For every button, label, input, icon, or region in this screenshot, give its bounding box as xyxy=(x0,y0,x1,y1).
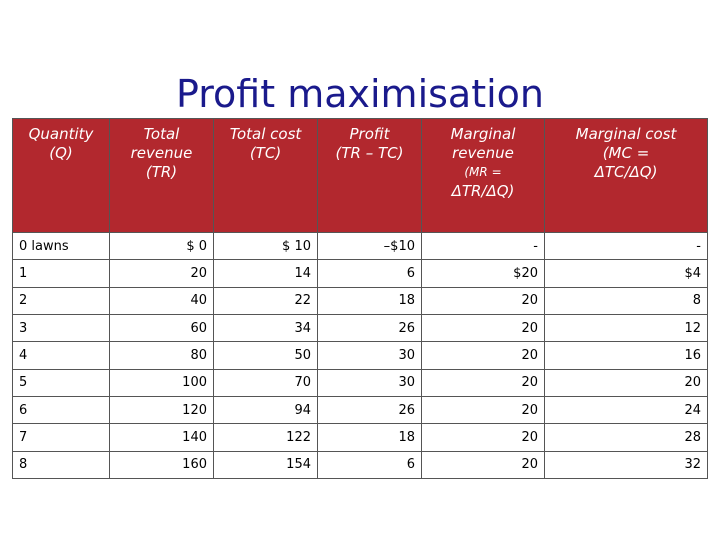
cell-total-cost: 122 xyxy=(213,423,318,452)
cell-marginal-cost: 12 xyxy=(544,313,708,343)
cell-total-cost: 34 xyxy=(213,313,318,343)
cell-marginal-cost: 24 xyxy=(544,395,708,425)
cell-total-cost: 50 xyxy=(213,341,318,370)
cell-total-revenue: 140 xyxy=(109,423,214,452)
cell-marginal-revenue: 20 xyxy=(421,368,545,397)
cell-total-revenue: 40 xyxy=(109,286,214,315)
cell-quantity: 1 xyxy=(12,259,110,288)
table-row: 1 20 14 6 $20 $4 xyxy=(12,259,708,288)
header-line: Quantity xyxy=(28,125,94,143)
table-row: 6 120 94 26 20 24 xyxy=(12,395,708,425)
header-line: Profit xyxy=(349,125,390,143)
cell-profit: 6 xyxy=(317,259,422,288)
header-line: (MC = xyxy=(602,144,650,162)
header-line: (TR) xyxy=(145,163,178,181)
cell-marginal-cost: $4 xyxy=(544,259,708,288)
cell-marginal-revenue: 20 xyxy=(421,450,545,480)
table-header: Quantity (Q) Total revenue (TR) Total co… xyxy=(12,118,708,233)
cell-total-cost: 70 xyxy=(213,368,318,397)
cell-quantity: 2 xyxy=(12,286,110,315)
cell-marginal-cost: 20 xyxy=(544,368,708,397)
cell-marginal-revenue: $20 xyxy=(421,259,545,288)
cell-profit: –$10 xyxy=(317,231,422,261)
header-line: (Q) xyxy=(49,144,73,162)
header-line: Total cost xyxy=(229,125,302,143)
cell-marginal-revenue: 20 xyxy=(421,286,545,315)
header-line: revenue xyxy=(452,144,514,162)
header-marginal-cost: Marginal cost (MC = ΔTC/ΔQ) xyxy=(544,118,708,233)
cell-profit: 26 xyxy=(317,313,422,343)
header-line: ΔTR/ΔQ) xyxy=(451,182,515,200)
cell-quantity: 5 xyxy=(12,368,110,397)
cell-total-revenue: $ 0 xyxy=(109,231,214,261)
header-total-cost: Total cost (TC) xyxy=(213,118,318,233)
table-row: 5 100 70 30 20 20 xyxy=(12,368,708,397)
cell-total-revenue: 160 xyxy=(109,450,214,480)
cell-profit: 6 xyxy=(317,450,422,480)
profit-table: Quantity (Q) Total revenue (TR) Total co… xyxy=(12,118,708,480)
cell-quantity: 0 lawns xyxy=(12,231,110,261)
header-line: (TC) xyxy=(249,144,282,162)
cell-marginal-revenue: 20 xyxy=(421,341,545,370)
cell-profit: 18 xyxy=(317,286,422,315)
cell-marginal-revenue: - xyxy=(421,231,545,261)
header-total-revenue: Total revenue (TR) xyxy=(109,118,214,233)
cell-total-revenue: 80 xyxy=(109,341,214,370)
table-row: 7 140 122 18 20 28 xyxy=(12,423,708,452)
cell-marginal-revenue: 20 xyxy=(421,313,545,343)
table-row: 2 40 22 18 20 8 xyxy=(12,286,708,315)
header-line: Marginal cost xyxy=(575,125,677,143)
header-marginal-revenue: Marginal revenue (MR = ΔTR/ΔQ) xyxy=(421,118,545,233)
header-line: Marginal xyxy=(450,125,516,143)
table-row: 3 60 34 26 20 12 xyxy=(12,313,708,343)
cell-profit: 18 xyxy=(317,423,422,452)
table-row: 4 80 50 30 20 16 xyxy=(12,341,708,370)
page-title: Profit maximisation xyxy=(176,72,544,116)
cell-profit: 26 xyxy=(317,395,422,425)
table-row: 0 lawns $ 0 $ 10 –$10 - - xyxy=(12,231,708,261)
cell-marginal-cost: 8 xyxy=(544,286,708,315)
cell-total-revenue: 20 xyxy=(109,259,214,288)
cell-marginal-cost: 16 xyxy=(544,341,708,370)
cell-total-cost: 154 xyxy=(213,450,318,480)
header-line: revenue xyxy=(130,144,193,162)
table-body: 0 lawns $ 0 $ 10 –$10 - - 1 20 14 6 $20 … xyxy=(12,231,708,480)
header-line: (TR – TC) xyxy=(335,144,404,162)
cell-marginal-cost: 32 xyxy=(544,450,708,480)
cell-quantity: 8 xyxy=(12,450,110,480)
cell-total-cost: $ 10 xyxy=(213,231,318,261)
cell-total-revenue: 60 xyxy=(109,313,214,343)
cell-profit: 30 xyxy=(317,368,422,397)
cell-total-cost: 94 xyxy=(213,395,318,425)
cell-total-revenue: 120 xyxy=(109,395,214,425)
cell-marginal-revenue: 20 xyxy=(421,395,545,425)
cell-quantity: 4 xyxy=(12,341,110,370)
cell-total-cost: 22 xyxy=(213,286,318,315)
header-line: (MR = xyxy=(464,165,502,179)
table-row: 8 160 154 6 20 32 xyxy=(12,450,708,480)
cell-quantity: 3 xyxy=(12,313,110,343)
header-line: Total xyxy=(143,125,180,143)
cell-marginal-cost: - xyxy=(544,231,708,261)
cell-marginal-cost: 28 xyxy=(544,423,708,452)
header-line: ΔTC/ΔQ) xyxy=(594,163,658,181)
cell-profit: 30 xyxy=(317,341,422,370)
cell-marginal-revenue: 20 xyxy=(421,423,545,452)
header-quantity: Quantity (Q) xyxy=(12,118,110,233)
cell-total-revenue: 100 xyxy=(109,368,214,397)
cell-total-cost: 14 xyxy=(213,259,318,288)
header-profit: Profit (TR – TC) xyxy=(317,118,422,233)
cell-quantity: 7 xyxy=(12,423,110,452)
cell-quantity: 6 xyxy=(12,395,110,425)
